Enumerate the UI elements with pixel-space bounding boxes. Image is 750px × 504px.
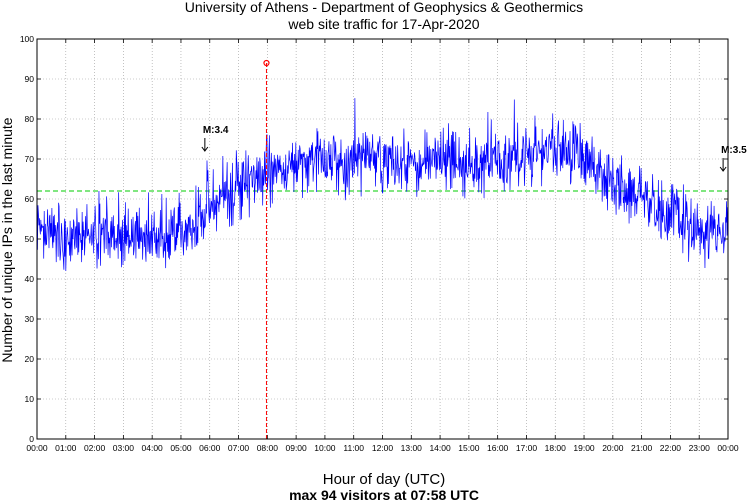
x-tick-label: 06:00: [199, 443, 221, 453]
annotation-arrowhead: [201, 146, 209, 152]
x-tick-label: 05:00: [170, 443, 192, 453]
x-tick-label: 02:00: [84, 443, 106, 453]
y-tick-label: 40: [25, 274, 35, 284]
x-tick-label: 11:00: [343, 443, 364, 453]
x-tick-label: 23:00: [689, 443, 711, 453]
x-tick-label: 19:00: [573, 443, 595, 453]
y-axis-ticks: 0 10 20 30 40 50 60 70 80 90 100: [20, 34, 728, 444]
series-line: [36, 98, 729, 271]
y-tick-label: 80: [25, 114, 35, 124]
x-tick-label: 17:00: [516, 443, 538, 453]
x-tick-label: 10:00: [314, 443, 336, 453]
y-tick-label: 90: [25, 74, 35, 84]
annotation-label: M:3.5: [721, 145, 747, 156]
x-tick-label: 20:00: [602, 443, 624, 453]
x-tick-label: 09:00: [285, 443, 307, 453]
x-tick-label: 21:00: [631, 443, 653, 453]
x-tick-label: 14:00: [429, 443, 451, 453]
x-tick-label: 15:00: [458, 443, 480, 453]
y-tick-label: 0: [29, 434, 34, 444]
chart-title: University of Athens - Department of Geo…: [185, 0, 583, 15]
x-tick-label: 00:00: [26, 443, 48, 453]
chart-subtitle: web site traffic for 17-Apr-2020: [287, 16, 479, 32]
y-tick-label: 20: [25, 354, 35, 364]
y-tick-label: 70: [25, 154, 35, 164]
x-axis-ticks: 00:00 01:00 02:00 03:00 04:00 05:00 06:00 07:00…: [26, 39, 739, 453]
x-tick-label: 13:00: [401, 443, 423, 453]
x-tick-label: 01:00: [55, 443, 77, 453]
y-tick-label: 30: [25, 314, 35, 324]
x-tick-label: 04:00: [142, 443, 164, 453]
x-tick-label: 16:00: [487, 443, 509, 453]
x-axis-label: Hour of day (UTC): [323, 471, 446, 488]
x-tick-label: 03:00: [113, 443, 135, 453]
grid: [37, 39, 728, 439]
max-visitors-footer: max 94 visitors at 07:58 UTC: [289, 487, 479, 503]
annotations: M:3.4 M:3.5: [201, 125, 747, 172]
x-tick-label: 08:00: [257, 443, 279, 453]
x-tick-label: 00:00: [717, 443, 739, 453]
traffic-series: [36, 98, 729, 271]
x-tick-label: 22:00: [660, 443, 682, 453]
y-tick-label: 50: [25, 234, 35, 244]
y-tick-label: 10: [25, 394, 35, 404]
x-tick-label: 07:00: [228, 443, 250, 453]
y-tick-label: 60: [25, 194, 35, 204]
annotation-label: M:3.4: [203, 125, 229, 136]
y-tick-label: 100: [20, 34, 34, 44]
annotation-arrowhead: [719, 166, 727, 172]
x-tick-label: 18:00: [545, 443, 567, 453]
max-point: [263, 59, 270, 67]
y-axis-label: Number of unique IPs in the last minute: [0, 117, 15, 362]
max-marker: [263, 59, 270, 439]
x-tick-label: 12:00: [372, 443, 394, 453]
